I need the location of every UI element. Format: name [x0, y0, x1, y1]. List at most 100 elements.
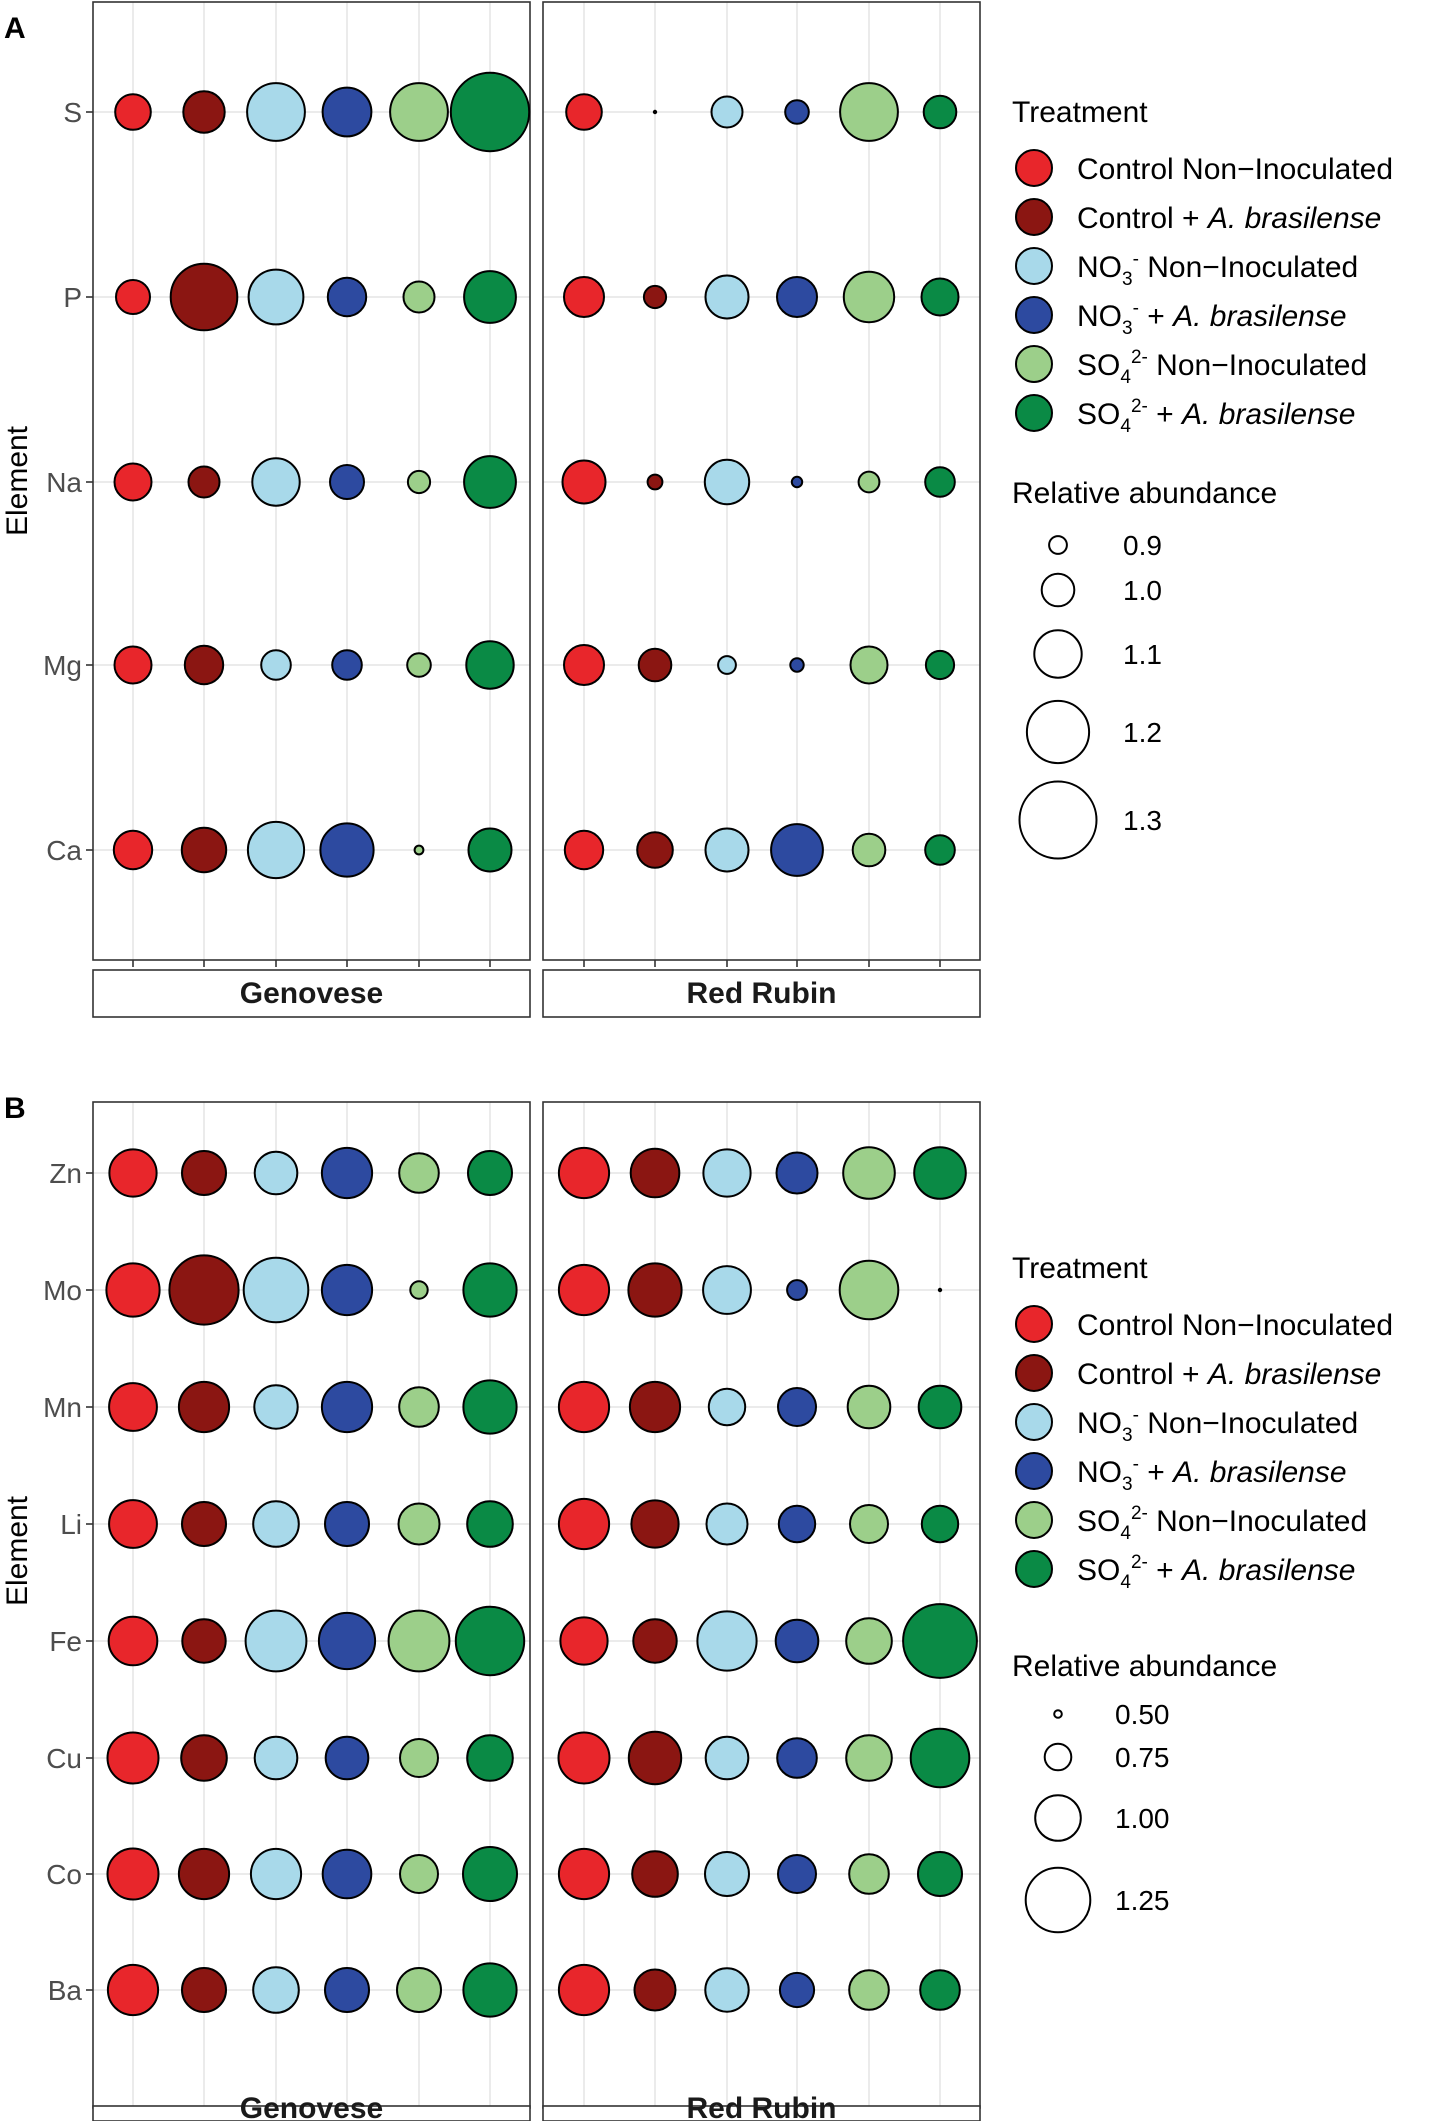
point-li-ctrl_ab	[630, 1499, 680, 1549]
treatment-legend: Treatment Control Non−Inoculated Control +…	[1012, 1252, 1393, 1593]
facet-genovese: Genovese	[92, 1, 531, 1018]
size-key-label: 1.2	[1123, 717, 1162, 748]
panel-a: A Element Genovese Red Rubin S P Na Mg Ca Treatme…	[1, 1, 1393, 1018]
point-cu-so4_ni	[399, 1738, 439, 1778]
point-ca-ctrl_ab	[180, 826, 228, 874]
point-mg-ctrl_ab	[637, 647, 673, 683]
size-key-label: 1.3	[1123, 805, 1162, 836]
point-zn-ctrl_ni	[557, 1146, 611, 1200]
point-fe-so4_ni	[845, 1617, 893, 1665]
legend-label-no3_ni: NO3- Non−Inoculated	[1077, 249, 1358, 290]
point-mo-ctrl_ni	[557, 1263, 611, 1317]
legend-label-ctrl_ab: Control + A. brasilense	[1077, 1358, 1381, 1391]
point-mn-ctrl_ab	[628, 1380, 682, 1434]
legend-key-ctrl_ab	[1015, 1354, 1053, 1392]
y-tick-label: Zn	[49, 1158, 82, 1189]
point-ca-ctrl_ni	[112, 829, 154, 871]
point-p-no3_ab	[776, 276, 818, 318]
size-legend-title: Relative abundance	[1012, 1650, 1277, 1683]
point-p-so4_ab	[920, 277, 960, 317]
point-ba-so4_ni	[396, 1967, 442, 2013]
facet-border	[92, 1, 531, 961]
point-zn-ctrl_ab	[629, 1147, 681, 1199]
strip-box	[92, 969, 531, 1018]
point-ba-no3_ni	[252, 1966, 300, 2014]
point-li-no3_ni	[705, 1502, 749, 1546]
legend-label-so4_ni: SO42- Non−Inoculated	[1077, 347, 1367, 388]
point-s-ctrl_ab	[182, 90, 226, 134]
point-ba-so4_ab	[919, 1969, 961, 2011]
legend-key-no3_ab	[1015, 296, 1053, 334]
point-mn-so4_ab	[917, 1384, 963, 1430]
point-co-no3_ni	[704, 1851, 750, 1897]
point-na-so4_ni	[857, 470, 881, 494]
legend-key-no3_ab	[1015, 1452, 1053, 1490]
facet-red-rubin: Red Rubin	[542, 1, 981, 1018]
point-zn-no3_ab	[775, 1151, 819, 1195]
point-mg-no3_ni	[260, 649, 292, 681]
legend-label-ctrl_ni: Control Non−Inoculated	[1077, 1309, 1393, 1342]
point-fe-so4_ni	[387, 1609, 451, 1673]
point-ca-ctrl_ni	[563, 829, 605, 871]
y-tick-label: Li	[60, 1509, 82, 1540]
point-p-no3_ni	[704, 274, 750, 320]
legend-label-so4_ni: SO42- Non−Inoculated	[1077, 1503, 1367, 1544]
point-s-so4_ni	[839, 82, 899, 142]
point-ca-so4_ab	[924, 834, 956, 866]
point-s-no3_ni	[246, 82, 306, 142]
size-key	[1025, 699, 1091, 765]
point-fe-ctrl_ab	[181, 1618, 227, 1664]
point-li-no3_ni	[252, 1500, 300, 1548]
legend-label-no3_ni: NO3- Non−Inoculated	[1077, 1405, 1358, 1446]
point-cu-ctrl_ni	[106, 1731, 160, 1785]
point-na-ctrl_ab	[646, 473, 664, 491]
point-cu-no3_ab	[324, 1735, 370, 1781]
point-li-no3_ab	[324, 1501, 370, 1547]
point-s-no3_ab	[784, 99, 810, 125]
legend-label-no3_ab: NO3- + A. brasilense	[1077, 298, 1347, 339]
point-mo-so4_ab	[462, 1262, 518, 1318]
y-tick-label: Co	[46, 1859, 82, 1890]
size-key-label: 1.1	[1123, 639, 1162, 670]
point-mn-so4_ni	[846, 1384, 892, 1430]
point-p-so4_ab	[463, 270, 517, 324]
point-mn-ctrl_ni	[557, 1380, 611, 1434]
size-legend: Relative abundance 0.50 0.75 1.00 1.25	[1012, 1650, 1277, 1934]
legend-key-so4_ab	[1015, 1550, 1053, 1588]
point-p-so4_ni	[402, 280, 436, 314]
point-mo-ctrl_ni	[105, 1262, 161, 1318]
point-zn-so4_ni	[842, 1146, 896, 1200]
point-ba-ctrl_ni	[557, 1963, 611, 2017]
strip-label: Red Rubin	[687, 977, 837, 1010]
legend-key-ctrl_ab	[1015, 198, 1053, 236]
point-fe-no3_ab	[774, 1618, 820, 1664]
point-s-so4_ab	[449, 71, 531, 153]
facet-border	[542, 1, 981, 961]
point-zn-ctrl_ni	[108, 1148, 158, 1198]
point-fe-ctrl_ni	[559, 1616, 609, 1666]
panel-b: B Element Genovese Red Rubin Zn Mo Mn Li Fe Cu Co B…	[1, 1092, 1393, 2121]
facet-border	[542, 1101, 981, 2109]
legend-key-no3_ni	[1015, 247, 1053, 285]
point-mo-ctrl_ab	[168, 1254, 240, 1326]
point-p-so4_ni	[842, 270, 896, 324]
point-li-no3_ab	[777, 1504, 817, 1544]
point-ba-no3_ni	[704, 1967, 750, 2013]
point-mn-so4_ni	[398, 1386, 440, 1428]
point-co-no3_ab	[321, 1848, 373, 1900]
point-cu-no3_ni	[704, 1735, 750, 1781]
point-mg-ctrl_ni	[113, 645, 153, 685]
point-cu-ctrl_ab	[627, 1730, 683, 1786]
panel-letter: B	[4, 1092, 26, 1125]
legend-label-no3_ab: NO3- + A. brasilense	[1077, 1454, 1347, 1495]
point-cu-no3_ni	[253, 1735, 299, 1781]
point-ca-no3_ab	[319, 822, 375, 878]
point-li-ctrl_ni	[557, 1497, 611, 1551]
point-fe-no3_ni	[696, 1610, 758, 1672]
point-fe-ctrl_ab	[632, 1618, 678, 1664]
point-mg-so4_ni	[849, 645, 889, 685]
y-tick-label: Na	[46, 467, 82, 498]
strip-box	[92, 2105, 531, 2121]
point-fe-no3_ni	[244, 1609, 308, 1673]
